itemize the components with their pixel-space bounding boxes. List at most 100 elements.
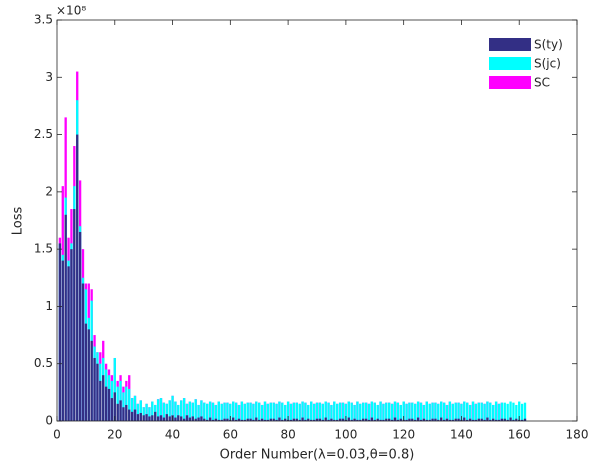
bar (434, 402, 437, 421)
bar (168, 400, 171, 421)
bar (474, 419, 478, 421)
bar (151, 401, 154, 421)
bar (263, 419, 267, 421)
bar (217, 419, 220, 421)
bar (416, 401, 420, 421)
bar (194, 418, 197, 421)
bar (440, 401, 443, 421)
bar (272, 418, 275, 421)
legend-label: S(ty) (534, 38, 563, 52)
bar (515, 404, 518, 421)
bar (405, 403, 408, 421)
y-multiplier: ×10⁸ (56, 4, 86, 18)
bar (425, 419, 428, 421)
bar (367, 403, 371, 421)
bar (191, 416, 194, 421)
bar (327, 402, 330, 421)
bar (223, 402, 226, 421)
bar (266, 419, 270, 421)
bar (385, 418, 388, 421)
y-tick-label: 2 (45, 184, 53, 198)
bar (298, 403, 301, 421)
bar (180, 416, 183, 421)
bar (104, 386, 108, 421)
bar (422, 418, 426, 421)
y-axis-label: Loss (11, 207, 26, 236)
bar (370, 417, 374, 421)
bar (411, 418, 414, 421)
bar (492, 404, 495, 421)
bar (483, 403, 486, 421)
bar (318, 418, 322, 421)
bar (145, 414, 148, 421)
bar (298, 419, 301, 421)
bar (148, 407, 151, 421)
bar (284, 418, 287, 421)
bar (520, 403, 524, 421)
bar (292, 402, 296, 421)
bar (408, 402, 411, 421)
bar (203, 418, 206, 421)
bar (448, 419, 452, 421)
bar (425, 401, 428, 421)
bar (373, 419, 376, 421)
bar (341, 402, 345, 421)
bar (353, 404, 356, 421)
bar (206, 403, 209, 421)
bar (442, 419, 446, 421)
bar (523, 418, 527, 421)
legend-swatch (489, 76, 531, 89)
bar (503, 418, 506, 421)
bar (182, 418, 186, 421)
bar (307, 404, 310, 421)
bar (518, 401, 521, 421)
bar (468, 404, 472, 421)
x-tick-label: 40 (165, 428, 180, 442)
bar (208, 401, 212, 421)
legend: S(ty) S(jc) SC (484, 32, 564, 99)
bar (243, 403, 246, 421)
bar (399, 418, 402, 421)
bar (275, 419, 278, 421)
x-axis-label: Order Number(λ=0.03,θ=0.8) (220, 448, 415, 463)
bar (445, 404, 449, 421)
bar (376, 418, 379, 421)
bar (414, 419, 417, 421)
bar (509, 401, 512, 421)
bar (466, 402, 469, 421)
bar (471, 419, 475, 421)
bar (156, 416, 160, 421)
bar (382, 403, 385, 421)
bar (451, 419, 454, 421)
bar (110, 398, 114, 421)
bar (130, 398, 134, 421)
x-tick-label: 0 (53, 428, 61, 442)
bar (151, 415, 154, 421)
bar (393, 401, 397, 421)
bar (286, 401, 290, 421)
bar (168, 416, 171, 421)
bar (327, 419, 330, 421)
y-tick-label: 1 (45, 299, 53, 313)
bar (223, 418, 226, 421)
bar (278, 417, 281, 421)
bar (373, 402, 376, 421)
bar (232, 401, 235, 421)
bar (428, 419, 431, 421)
bar (477, 402, 480, 421)
bar (284, 404, 287, 421)
bar (356, 401, 359, 421)
bar (197, 417, 200, 421)
bar (90, 340, 93, 421)
bar (295, 418, 298, 421)
bar (73, 209, 76, 421)
bar (128, 388, 131, 421)
bar (249, 418, 252, 421)
bar (321, 419, 324, 421)
bar (390, 403, 394, 421)
bar (480, 402, 483, 421)
bar (442, 402, 446, 421)
bar (206, 419, 209, 421)
bar (220, 403, 223, 421)
